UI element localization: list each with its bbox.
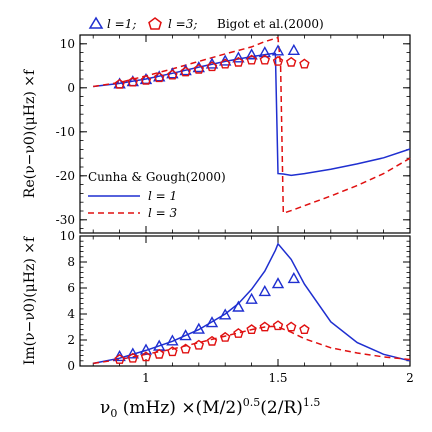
bottom-triangle-point xyxy=(179,329,192,341)
bottom-triangle-point xyxy=(126,347,139,359)
top-panel-ticks: -30 -20 -10 0 10 xyxy=(56,34,411,233)
bottom-triangle-point xyxy=(192,322,205,334)
top-pentagon-point xyxy=(219,58,231,69)
top-pentagon-point xyxy=(153,72,165,83)
bottom-pentagon-point xyxy=(233,328,244,338)
top-triangle-point xyxy=(258,46,271,58)
bottom-triangle-point xyxy=(258,284,271,297)
bottom-pentagon-point xyxy=(272,320,284,331)
x-tick-label: 1.5 xyxy=(268,371,287,385)
legend-top-source: Bigot et al.(2000) xyxy=(217,17,324,31)
bottom-y-tick-label: 8 xyxy=(67,255,75,269)
top-triangle-point xyxy=(245,48,258,60)
top-panel: -30 -20 -10 0 10 Re(ν−ν0)(μHz) ×f xyxy=(22,34,411,234)
bottom-y-axis-label: Im(ν−ν0)(μHz) ×f xyxy=(22,235,38,365)
bottom-y-tick-label: 0 xyxy=(67,359,75,373)
top-series-l1-line xyxy=(93,52,411,177)
bottom-pentagon-point xyxy=(114,354,125,364)
top-pentagon-point xyxy=(285,56,297,67)
legend-top-l1-label: l =1; xyxy=(107,17,136,31)
bottom-triangle-point xyxy=(287,271,301,284)
bottom-pentagon-point xyxy=(153,348,165,359)
top-pentagon-point xyxy=(233,56,244,67)
legend-triangle-marker xyxy=(88,16,104,29)
bottom-y-tick-label: 6 xyxy=(67,281,75,295)
x-tick-label: 1 xyxy=(142,371,150,385)
bottom-triangle-point xyxy=(205,316,219,328)
top-pentagon-point xyxy=(193,63,205,74)
top-series-l3-dashed-line xyxy=(93,36,411,215)
top-y-tick-label: -30 xyxy=(56,213,75,227)
legend-l1-label: l = 1 xyxy=(148,189,177,203)
x-axis-label: ν0 (mHz) ×(M/2)0.5(2/R)1.5 xyxy=(100,396,320,420)
top-y-tick-label: -20 xyxy=(56,169,75,183)
top-pentagon-point xyxy=(206,61,218,72)
top-pentagon-point xyxy=(127,76,139,87)
top-y-tick-label: 10 xyxy=(60,37,75,51)
bottom-pentagon-point xyxy=(127,352,139,363)
bottom-panel-frame xyxy=(79,235,411,367)
top-pentagon-point xyxy=(259,54,271,65)
legend-pentagon-marker xyxy=(148,17,162,30)
bottom-pentagon-point xyxy=(299,324,310,334)
top-triangle-point xyxy=(166,67,179,79)
top-triangle-point xyxy=(232,51,245,63)
bottom-panel-ticks: 0 2 4 6 8 10 1 1.5 2 xyxy=(60,229,414,385)
top-y-tick-label: 0 xyxy=(67,81,75,95)
top-pentagon-point xyxy=(167,69,178,80)
bottom-pentagon-point xyxy=(140,351,152,362)
bottom-series-l1-line xyxy=(93,242,411,365)
legend-source-title: Cunha & Gough(2000) xyxy=(88,170,226,184)
bottom-triangle-point xyxy=(166,334,179,346)
bottom-triangle-point xyxy=(219,308,232,320)
top-pentagon-point xyxy=(114,78,125,89)
top-pentagon-point xyxy=(140,74,152,85)
bottom-pentagon-point xyxy=(206,335,218,346)
bottom-y-tick-label: 4 xyxy=(67,307,75,321)
bottom-pentagon-point xyxy=(285,321,297,332)
bottom-y-tick-label: 10 xyxy=(60,229,75,243)
bottom-y-tick-label: 2 xyxy=(67,333,75,347)
top-pentagon-point xyxy=(246,54,257,65)
top-pentagon-point xyxy=(180,66,191,77)
top-triangle-point xyxy=(271,44,285,56)
top-y-tick-label: -10 xyxy=(56,125,75,139)
bottom-triangle-point xyxy=(245,292,258,304)
bottom-pentagon-point xyxy=(167,346,178,357)
bottom-panel-data xyxy=(93,242,411,365)
top-pentagon-point xyxy=(299,58,310,69)
bottom-triangle-point xyxy=(271,277,285,289)
top-legend: l =1; l =3; Bigot et al.(2000) xyxy=(88,16,324,31)
bottom-triangle-point xyxy=(139,343,153,355)
x-tick-label: 2 xyxy=(406,371,414,385)
bottom-pentagon-point xyxy=(193,339,205,350)
top-pentagon-point xyxy=(272,55,284,66)
top-panel-frame xyxy=(79,34,411,234)
bottom-pentagon-point xyxy=(219,331,231,342)
bottom-legend: Cunha & Gough(2000) l = 1 l = 3 xyxy=(88,170,226,220)
bottom-pentagon-point xyxy=(246,324,257,334)
bottom-pentagon-point xyxy=(259,321,271,332)
top-triangle-point xyxy=(179,64,192,76)
bottom-pentagon-point xyxy=(180,343,191,354)
bottom-triangle-point xyxy=(232,300,245,312)
top-triangle-point xyxy=(287,43,301,56)
bottom-panel: 0 2 4 6 8 10 1 1.5 2 Im(ν−ν0)(μHz) ×f xyxy=(22,229,414,385)
top-y-axis-label: Re(ν−ν0)(μHz) ×f xyxy=(22,68,38,198)
legend-l3-label: l = 3 xyxy=(148,206,178,220)
legend-top-l3-label: l =3; xyxy=(168,17,197,31)
top-panel-data xyxy=(93,36,411,215)
